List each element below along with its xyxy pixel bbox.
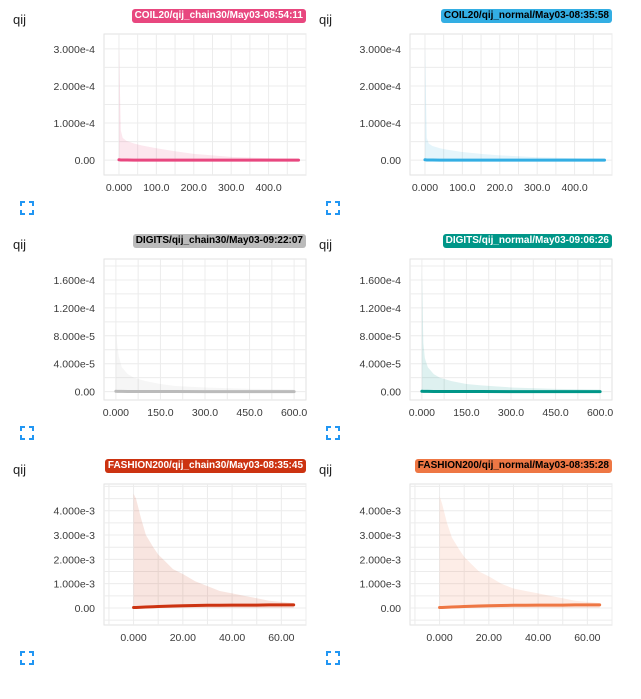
- fullscreen-icon[interactable]: [20, 651, 34, 665]
- run-tag[interactable]: COIL20/qij_chain30/May03-08:54:11: [131, 9, 306, 23]
- y-tick-label: 1.000e-4: [54, 118, 96, 130]
- x-tick-label: 0.000: [412, 182, 438, 194]
- y-tick-label: 4.000e-3: [54, 506, 96, 518]
- y-tick-label: 8.000e-5: [360, 331, 402, 343]
- y-tick-label: 3.000e-4: [54, 44, 96, 56]
- x-tick-label: 400.0: [561, 182, 587, 194]
- x-tick-label: 150.0: [147, 407, 173, 419]
- chart-plot[interactable]: 0.00 1.000e-3 2.000e-3 3.000e-3 4.000e-3 0.00…: [0, 450, 307, 675]
- run-tag[interactable]: COIL20/qij_normal/May03-08:35:58: [440, 9, 612, 23]
- x-tick-label: 20.00: [170, 632, 196, 644]
- x-tick-label: 0.000: [103, 407, 129, 419]
- series-range-area: [424, 45, 605, 161]
- x-tick-label: 300.0: [498, 407, 524, 419]
- run-tag[interactable]: DIGITS/qij_chain30/May03-09:22:07: [132, 234, 306, 248]
- x-tick-label: 100.0: [143, 182, 169, 194]
- y-tick-label: 0.00: [75, 155, 96, 167]
- series-line: [132, 603, 296, 609]
- y-tick-label: 1.600e-4: [54, 275, 96, 287]
- series-range-area: [133, 493, 294, 608]
- chart-plot[interactable]: 0.00 1.000e-3 2.000e-3 3.000e-3 4.000e-3 0.00…: [306, 450, 613, 675]
- x-tick-label: 300.0: [192, 407, 218, 419]
- x-tick-label: 0.000: [426, 632, 452, 644]
- chart-title: qij: [319, 12, 333, 27]
- y-tick-label: 4.000e-3: [360, 506, 402, 518]
- series-range-area: [115, 328, 295, 392]
- chart-card-fashion200-normal: qij FASHION200/qij_normal/May03-08:35:28…: [306, 450, 613, 675]
- y-tick-label: 2.000e-4: [360, 81, 402, 93]
- fullscreen-icon[interactable]: [326, 426, 340, 440]
- chart-card-coil20-chain30: qij COIL20/qij_chain30/May03-08:54:11 0.…: [0, 0, 307, 225]
- x-tick-label: 200.0: [181, 182, 207, 194]
- x-tick-label: 40.00: [219, 632, 245, 644]
- y-tick-label: 3.000e-3: [360, 530, 402, 542]
- chart-title: qij: [319, 237, 333, 252]
- y-tick-label: 1.000e-3: [360, 579, 402, 591]
- chart-title: qij: [319, 462, 333, 477]
- y-tick-label: 2.000e-4: [54, 81, 96, 93]
- x-tick-label: 20.00: [476, 632, 502, 644]
- x-tick-label: 0.000: [120, 632, 146, 644]
- x-tick-label: 300.0: [524, 182, 550, 194]
- y-tick-label: 2.000e-3: [360, 554, 402, 566]
- series-range-area: [439, 496, 600, 608]
- y-tick-label: 1.600e-4: [360, 275, 402, 287]
- fullscreen-icon[interactable]: [20, 426, 34, 440]
- y-tick-label: 1.000e-3: [54, 579, 96, 591]
- run-tag[interactable]: FASHION200/qij_chain30/May03-08:35:45: [104, 459, 306, 473]
- chart-card-coil20-normal: qij COIL20/qij_normal/May03-08:35:58 0.0…: [306, 0, 613, 225]
- x-tick-label: 400.0: [255, 182, 281, 194]
- x-tick-label: 100.0: [449, 182, 475, 194]
- series-line: [438, 603, 602, 609]
- y-tick-label: 4.000e-5: [54, 359, 96, 371]
- chart-plot[interactable]: 0.00 4.000e-5 8.000e-5 1.200e-4 1.600e-4 0.00…: [306, 225, 613, 450]
- y-tick-label: 1.200e-4: [54, 303, 96, 315]
- chart-card-digits-chain30: qij DIGITS/qij_chain30/May03-09:22:07 0.…: [0, 225, 307, 450]
- x-tick-label: 60.00: [574, 632, 600, 644]
- chart-title: qij: [13, 12, 27, 27]
- chart-plot[interactable]: 0.00 1.000e-4 2.000e-4 3.000e-4 0.000 100.0 20…: [0, 0, 307, 225]
- chart-plot[interactable]: 0.00 4.000e-5 8.000e-5 1.200e-4 1.600e-4 0.00…: [0, 225, 307, 450]
- series-range-area: [421, 269, 601, 392]
- x-tick-label: 450.0: [542, 407, 568, 419]
- y-tick-label: 3.000e-3: [54, 530, 96, 542]
- chart-plot[interactable]: 0.00 1.000e-4 2.000e-4 3.000e-4 0.000 100.0 20…: [306, 0, 613, 225]
- y-tick-label: 0.00: [381, 387, 402, 399]
- chart-card-digits-normal: qij DIGITS/qij_normal/May03-09:06:26 0.0…: [306, 225, 613, 450]
- series-range-area: [118, 45, 299, 161]
- x-tick-label: 150.0: [453, 407, 479, 419]
- x-tick-label: 40.00: [525, 632, 551, 644]
- x-tick-label: 200.0: [487, 182, 513, 194]
- x-tick-label: 450.0: [236, 407, 262, 419]
- x-tick-label: 600.0: [281, 407, 307, 419]
- y-tick-label: 0.00: [75, 603, 96, 615]
- y-tick-label: 2.000e-3: [54, 554, 96, 566]
- fullscreen-icon[interactable]: [326, 651, 340, 665]
- x-tick-label: 600.0: [587, 407, 613, 419]
- chart-title: qij: [13, 462, 27, 477]
- y-tick-label: 3.000e-4: [360, 44, 402, 56]
- x-tick-label: 300.0: [218, 182, 244, 194]
- fullscreen-icon[interactable]: [326, 201, 340, 215]
- x-tick-label: 0.000: [106, 182, 132, 194]
- y-tick-label: 4.000e-5: [360, 359, 402, 371]
- y-tick-label: 8.000e-5: [54, 331, 96, 343]
- y-tick-label: 1.200e-4: [360, 303, 402, 315]
- x-tick-label: 60.00: [268, 632, 294, 644]
- fullscreen-icon[interactable]: [20, 201, 34, 215]
- chart-title: qij: [13, 237, 27, 252]
- run-tag[interactable]: FASHION200/qij_normal/May03-08:35:28: [414, 459, 612, 473]
- chart-card-fashion200-chain30: qij FASHION200/qij_chain30/May03-08:35:4…: [0, 450, 307, 675]
- x-tick-label: 0.000: [409, 407, 435, 419]
- y-tick-label: 0.00: [381, 603, 402, 615]
- y-tick-label: 0.00: [381, 155, 402, 167]
- run-tag[interactable]: DIGITS/qij_normal/May03-09:06:26: [442, 234, 612, 248]
- y-tick-label: 1.000e-4: [360, 118, 402, 130]
- y-tick-label: 0.00: [75, 387, 96, 399]
